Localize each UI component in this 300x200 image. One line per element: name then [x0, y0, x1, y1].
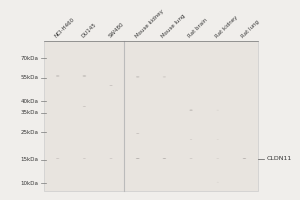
Text: 55kDa: 55kDa: [20, 75, 38, 80]
Text: Rat kidney: Rat kidney: [214, 15, 238, 39]
Text: 10kDa: 10kDa: [20, 181, 38, 186]
Text: 15kDa: 15kDa: [20, 157, 38, 162]
Text: NCI-H460: NCI-H460: [54, 17, 76, 39]
Text: 70kDa: 70kDa: [20, 56, 38, 61]
FancyBboxPatch shape: [44, 41, 258, 191]
Text: Mouse kidney: Mouse kidney: [134, 9, 164, 39]
Ellipse shape: [136, 133, 139, 134]
Text: 35kDa: 35kDa: [20, 110, 38, 115]
Text: DU145: DU145: [81, 22, 98, 39]
Text: 25kDa: 25kDa: [20, 130, 38, 135]
Text: CLDN11: CLDN11: [267, 156, 292, 161]
Text: Mouse lung: Mouse lung: [161, 13, 187, 39]
Text: SW480: SW480: [107, 22, 125, 39]
Text: Rat brain: Rat brain: [188, 18, 209, 39]
Text: 40kDa: 40kDa: [20, 99, 38, 104]
Text: Rat lung: Rat lung: [241, 19, 261, 39]
